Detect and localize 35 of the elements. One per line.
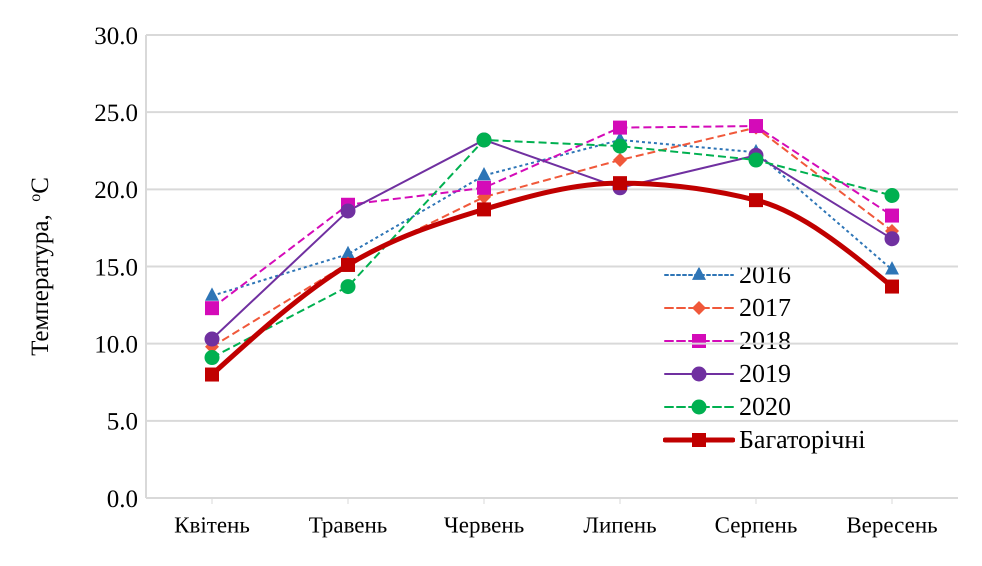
point: [340, 279, 356, 294]
x-tick-label: Квітень: [174, 512, 250, 538]
y-tick-label: 10.0: [94, 332, 138, 359]
x-tick-label: Травень: [308, 512, 388, 538]
point: [340, 203, 356, 218]
x-tick-label: Червень: [444, 512, 524, 538]
point: [884, 231, 900, 246]
point: [204, 350, 220, 366]
point: [885, 280, 899, 294]
x-tick-label: Серпень: [714, 512, 798, 538]
y-tick-label: 5.0: [106, 408, 138, 436]
point: [613, 153, 627, 168]
y-tick-label: 0.0: [106, 486, 138, 513]
point: [885, 208, 899, 223]
legend-label: Багаторічні: [739, 424, 866, 456]
point: [613, 176, 627, 190]
y-tick-label: 15.0: [94, 254, 138, 282]
point: [205, 368, 219, 382]
point: [204, 332, 220, 347]
point: [477, 180, 491, 195]
legend-label: 2020: [739, 391, 791, 423]
x-tick-label: Липень: [583, 512, 657, 538]
point: [612, 138, 628, 154]
point: [749, 193, 763, 208]
y-tick-label: 30.0: [94, 22, 138, 50]
y-tick-label: 25.0: [94, 100, 138, 128]
point: [884, 188, 900, 204]
legend-label: 2017: [739, 292, 791, 324]
point: [205, 301, 219, 316]
point: [477, 202, 491, 216]
point: [748, 152, 764, 168]
point: [613, 120, 627, 135]
x-tick-label: Вересень: [846, 512, 938, 538]
y-tick-label: 20.0: [94, 177, 138, 204]
legend-label: 2019: [739, 358, 791, 390]
